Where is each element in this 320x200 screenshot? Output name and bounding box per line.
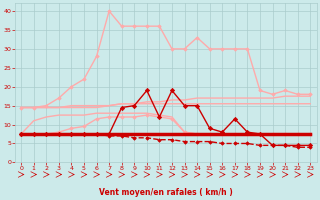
X-axis label: Vent moyen/en rafales ( km/h ): Vent moyen/en rafales ( km/h ): [99, 188, 233, 197]
